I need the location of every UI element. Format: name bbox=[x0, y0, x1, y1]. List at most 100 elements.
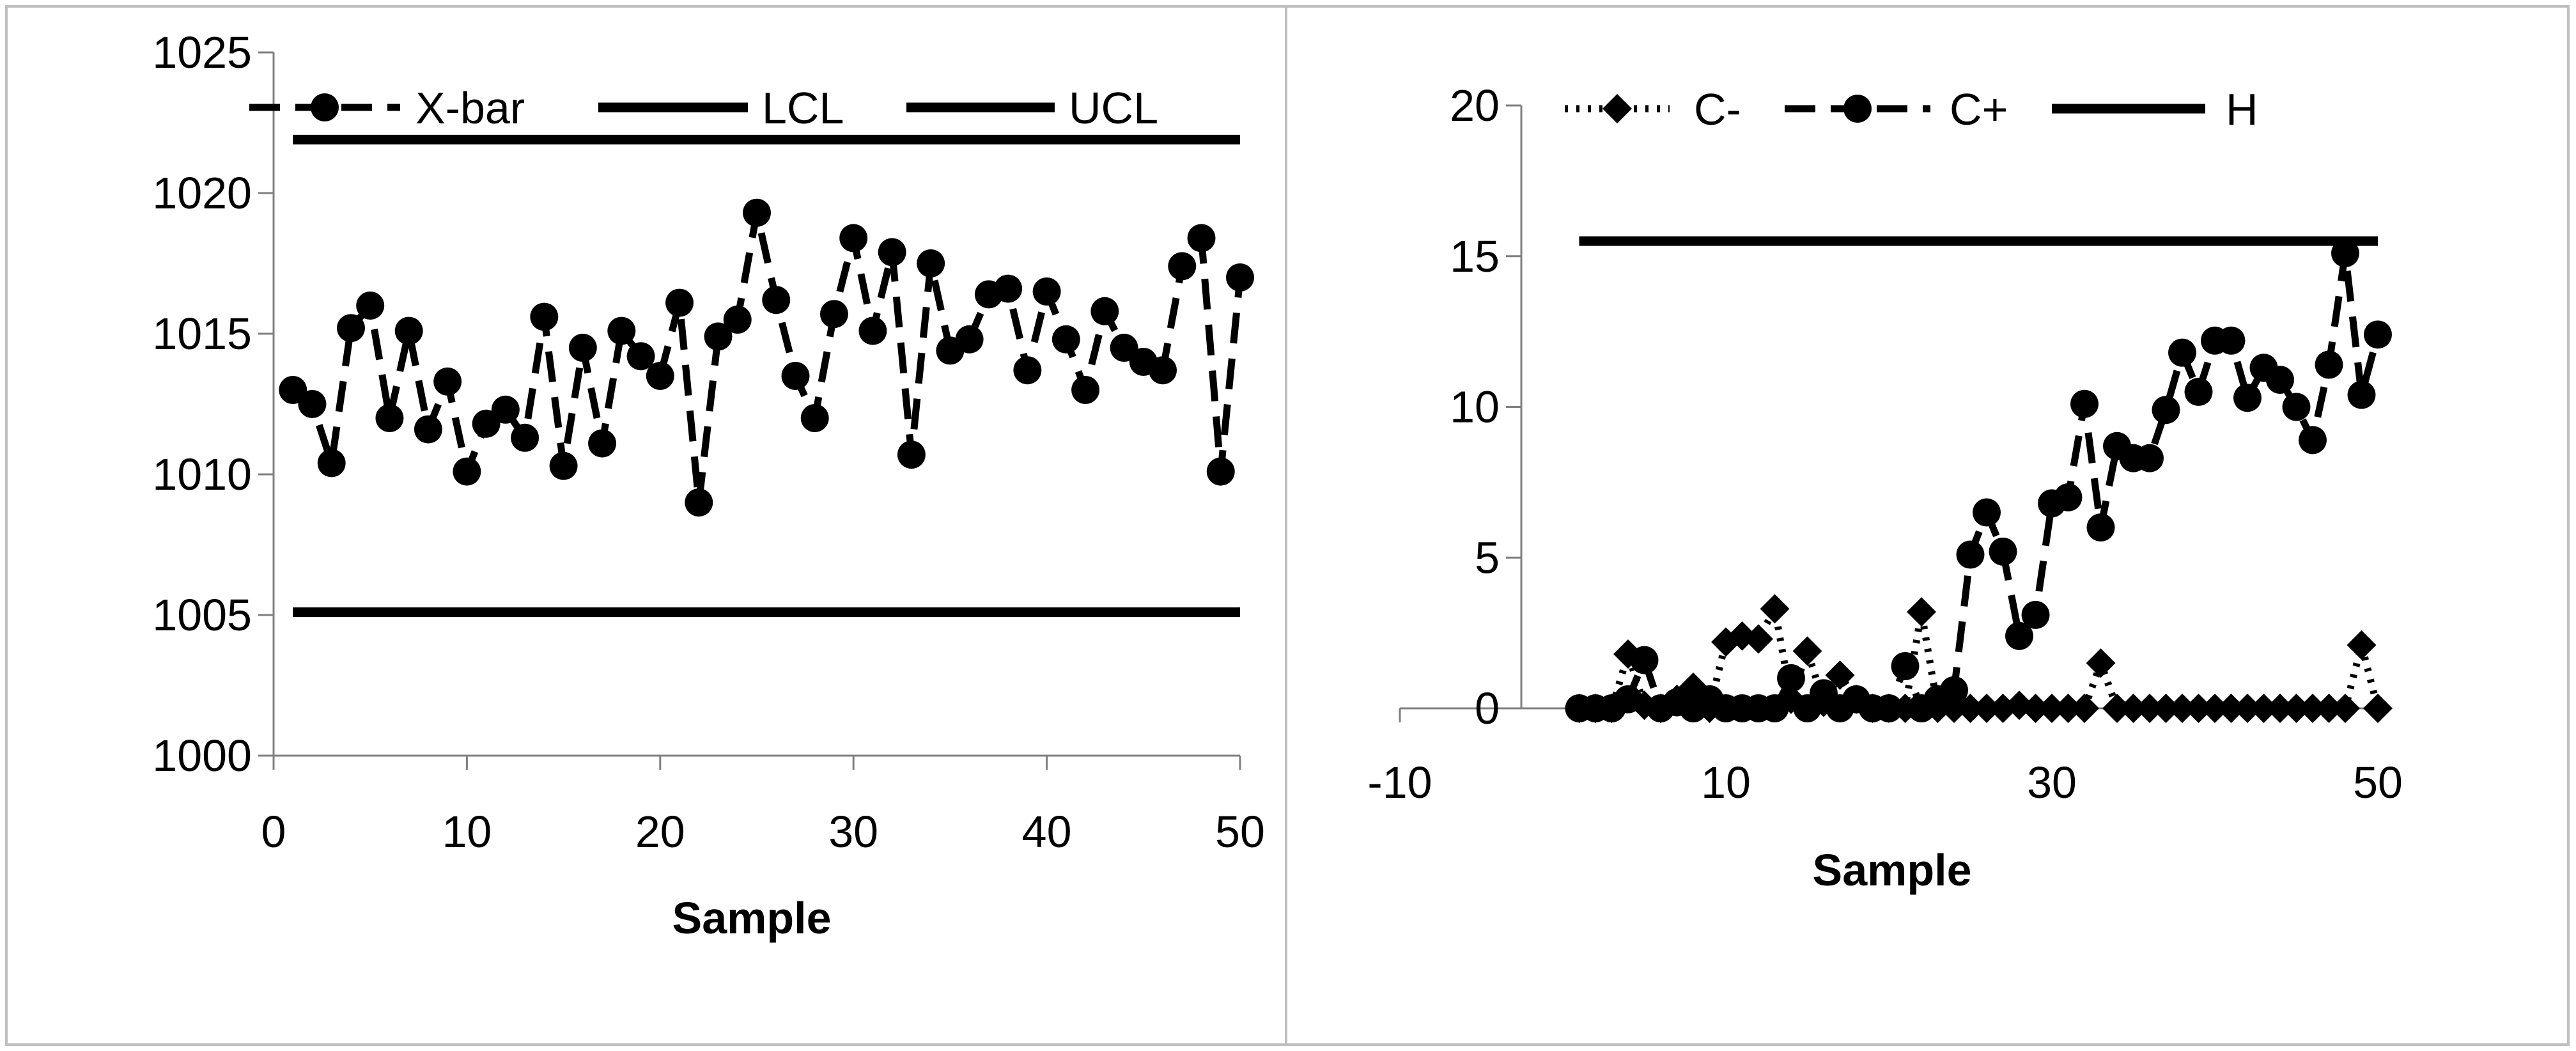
data-point bbox=[819, 300, 848, 329]
x-tick-label: 40 bbox=[1022, 807, 1072, 857]
data-point bbox=[878, 238, 906, 267]
data-point bbox=[1891, 651, 1920, 680]
data-point bbox=[2070, 694, 2099, 723]
data-point bbox=[704, 322, 733, 351]
data-point bbox=[994, 274, 1023, 303]
data-point bbox=[2168, 338, 2196, 367]
legend-label: C- bbox=[1694, 84, 1741, 134]
data-point bbox=[2184, 694, 2214, 723]
data-point bbox=[2347, 380, 2376, 409]
series-c- bbox=[1565, 239, 2392, 722]
data-point bbox=[1875, 694, 1903, 722]
data-point bbox=[1614, 685, 1642, 713]
data-point bbox=[1032, 277, 1061, 306]
data-point bbox=[2184, 377, 2213, 406]
data-point bbox=[2281, 694, 2311, 723]
data-point bbox=[2249, 694, 2279, 723]
x-tick-label: 10 bbox=[442, 807, 492, 857]
data-point bbox=[762, 286, 791, 315]
data-point bbox=[2282, 393, 2311, 421]
data-point bbox=[2086, 513, 2115, 542]
data-point bbox=[491, 395, 520, 424]
legend-label: X-bar bbox=[415, 83, 525, 133]
data-point bbox=[1777, 664, 1805, 692]
data-point bbox=[723, 306, 752, 334]
legend-label: H bbox=[2226, 84, 2258, 134]
data-point bbox=[955, 325, 984, 354]
data-point bbox=[1149, 356, 1177, 385]
data-point bbox=[685, 488, 713, 517]
data-point bbox=[1744, 624, 1773, 654]
data-point bbox=[2331, 239, 2359, 268]
data-point bbox=[2021, 694, 2051, 723]
data-point bbox=[2005, 621, 2033, 650]
data-point bbox=[2216, 694, 2246, 723]
data-point bbox=[1013, 356, 1042, 385]
data-point bbox=[2233, 694, 2262, 723]
data-point bbox=[1760, 594, 1790, 624]
chart-2: 0 5 10 15 20 -10 10 30 50 Sample C- C+ H bbox=[1367, 81, 2403, 895]
data-point bbox=[2102, 694, 2132, 723]
data-point bbox=[781, 362, 810, 390]
series-line bbox=[1579, 249, 2382, 712]
figure-frame bbox=[5, 5, 2570, 1046]
legend-label: C+ bbox=[1950, 84, 2008, 134]
data-point bbox=[1090, 297, 1119, 325]
data-point bbox=[2200, 694, 2230, 723]
data-point bbox=[897, 440, 926, 469]
data-point bbox=[588, 429, 617, 458]
data-point bbox=[665, 288, 694, 317]
y-tick-label: 20 bbox=[1450, 81, 1500, 130]
data-point bbox=[2135, 694, 2164, 723]
data-point bbox=[1110, 334, 1138, 362]
y-tick-label: 1020 bbox=[152, 168, 252, 218]
data-point bbox=[2266, 366, 2294, 394]
data-point bbox=[2118, 694, 2148, 723]
data-point bbox=[568, 334, 597, 362]
legend-label: UCL bbox=[1069, 83, 1158, 133]
data-point bbox=[279, 376, 307, 404]
data-point bbox=[2054, 483, 2083, 511]
data-point bbox=[2298, 694, 2327, 723]
y-tick-label: 5 bbox=[1475, 533, 1500, 582]
x-tick-label: 30 bbox=[2027, 758, 2077, 807]
data-point bbox=[511, 423, 539, 452]
x-tick-label: 10 bbox=[1701, 758, 1751, 807]
data-point bbox=[2037, 694, 2067, 723]
data-point bbox=[2217, 326, 2246, 355]
data-point bbox=[2265, 694, 2295, 723]
data-point bbox=[800, 404, 829, 432]
data-point bbox=[2314, 694, 2344, 723]
x-tick-label: 50 bbox=[2353, 758, 2403, 807]
data-point bbox=[858, 316, 887, 345]
data-point bbox=[433, 367, 462, 396]
data-point bbox=[356, 292, 385, 320]
y-tick-label: 1015 bbox=[152, 309, 252, 359]
y-tick-label: 10 bbox=[1450, 382, 1500, 432]
panel-divider bbox=[1285, 5, 1287, 1046]
data-point bbox=[1187, 224, 1216, 253]
x-tick-label: 0 bbox=[261, 807, 286, 857]
data-point bbox=[1760, 694, 1789, 722]
data-point bbox=[1206, 457, 1235, 486]
data-point bbox=[2363, 694, 2393, 723]
data-point bbox=[1956, 540, 1985, 569]
data-point bbox=[607, 316, 636, 345]
data-point bbox=[2070, 389, 2099, 418]
data-point bbox=[2152, 396, 2180, 424]
data-point bbox=[917, 249, 945, 277]
data-point bbox=[1168, 252, 1197, 281]
data-point bbox=[453, 457, 481, 486]
data-point bbox=[375, 404, 404, 432]
data-point bbox=[1051, 325, 1080, 354]
y-tick-label: 15 bbox=[1450, 231, 1500, 281]
x-tick-label: -10 bbox=[1367, 758, 1432, 807]
data-point bbox=[1792, 636, 1822, 666]
y-tick-label: 1000 bbox=[152, 731, 252, 781]
data-point bbox=[1972, 694, 2001, 723]
data-point bbox=[2168, 694, 2197, 723]
legend-marker bbox=[311, 93, 339, 121]
data-point bbox=[394, 316, 423, 345]
y-tick-label: 1005 bbox=[152, 590, 252, 640]
